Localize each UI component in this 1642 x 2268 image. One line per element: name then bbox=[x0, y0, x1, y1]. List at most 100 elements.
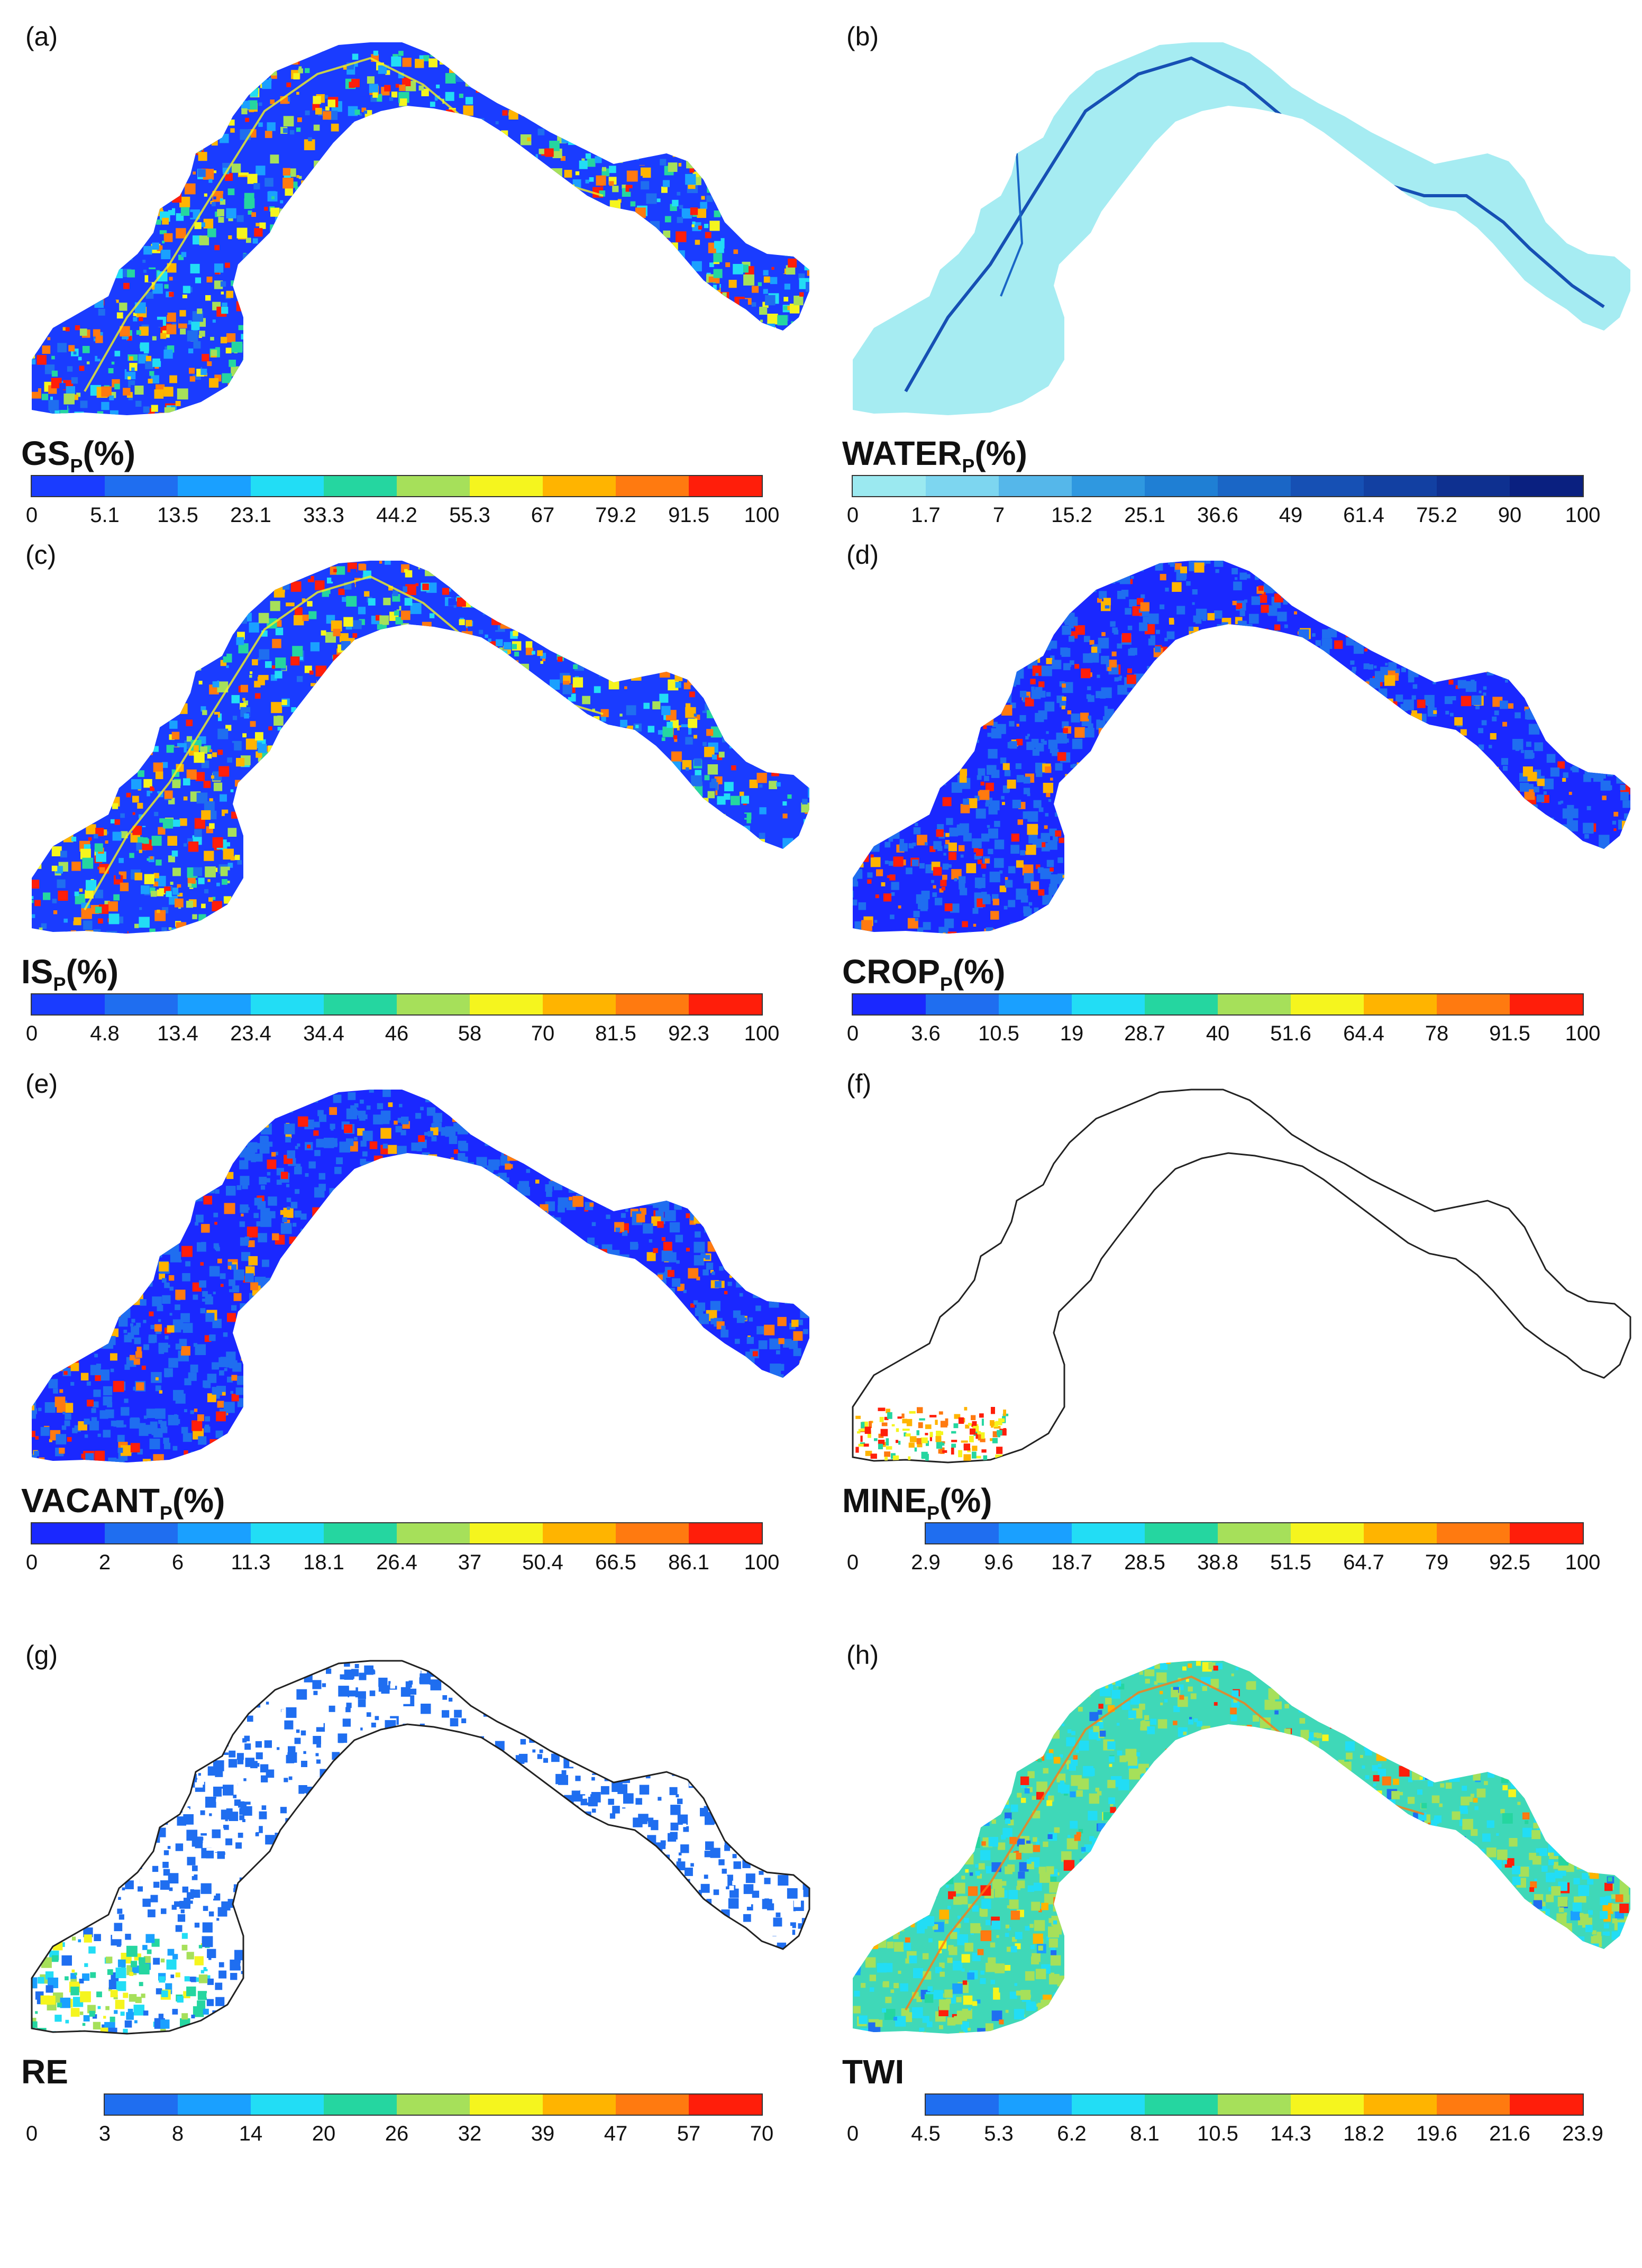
colorbar-segment bbox=[1364, 476, 1437, 496]
colorbar-segment bbox=[926, 476, 999, 496]
map-f bbox=[852, 1089, 1631, 1464]
colorbar-segment bbox=[178, 2095, 251, 2115]
variable-unit: (%) bbox=[172, 1481, 225, 1520]
colorbar-segment bbox=[999, 994, 1072, 1014]
colorbar-segment bbox=[689, 1523, 762, 1543]
colorbar-segment bbox=[251, 994, 324, 1014]
colorbar-tick-label: 0 bbox=[846, 1551, 859, 1574]
colorbar-tick-label: 19 bbox=[1060, 1022, 1084, 1045]
colorbar-tick-label: 26.4 bbox=[376, 1551, 417, 1574]
colorbar-tick-label: 18.2 bbox=[1343, 2122, 1384, 2145]
colorbar-tick-label: 6.2 bbox=[1057, 2122, 1087, 2145]
colorbar-tick-label: 15.2 bbox=[1051, 504, 1092, 527]
colorbar-segment bbox=[32, 1523, 105, 1543]
colorbar-tick-label: 13.5 bbox=[157, 504, 198, 527]
colorbar-segment bbox=[689, 2095, 762, 2115]
colorbar bbox=[925, 1522, 1584, 1544]
colorbar-segment bbox=[32, 476, 105, 496]
variable-name: CROP bbox=[842, 953, 940, 991]
colorbar-tick-label: 67 bbox=[531, 504, 555, 527]
colorbar-tick-label: 79.2 bbox=[595, 504, 636, 527]
variable-label: CROPP(%) bbox=[842, 952, 1005, 995]
colorbar-tick-label: 46 bbox=[385, 1022, 409, 1045]
colorbar-segment bbox=[397, 994, 470, 1014]
colorbar bbox=[31, 475, 763, 497]
panel-f: (f) MINEP(%) 0 2.9 9.6 18.7 28.5 38.8 51.5 64.7 79… bbox=[842, 1068, 1642, 1624]
colorbar-tick-label: 90 bbox=[1498, 504, 1522, 527]
panel-letter: (a) bbox=[25, 22, 58, 51]
colorbar-segment bbox=[105, 2095, 178, 2115]
colorbar-tick-label: 28.5 bbox=[1124, 1551, 1165, 1574]
variable-name: TWI bbox=[842, 2053, 905, 2091]
colorbar-tick-label: 78 bbox=[1425, 1022, 1449, 1045]
colorbar-tick-label: 51.5 bbox=[1270, 1551, 1311, 1574]
panel-letter: (b) bbox=[846, 22, 879, 51]
panel-b: (b) WATERP(%) 0 1.7 7 15.2 25.1 36.6 49 61.4 75.2 9… bbox=[842, 21, 1642, 577]
colorbar bbox=[852, 475, 1584, 497]
colorbar-segment bbox=[1291, 994, 1364, 1014]
colorbar-tick-label: 8.1 bbox=[1130, 2122, 1160, 2145]
colorbar-segment bbox=[543, 2095, 616, 2115]
variable-label: MINEP(%) bbox=[842, 1481, 992, 1524]
colorbar-tick-label: 0 bbox=[846, 504, 859, 527]
colorbar-segment bbox=[470, 994, 543, 1014]
variable-label: VACANTP(%) bbox=[21, 1481, 225, 1524]
panel-letter: (d) bbox=[846, 540, 879, 570]
colorbar-segment bbox=[1218, 994, 1291, 1014]
colorbar-tick-label: 0 bbox=[25, 1022, 38, 1045]
colorbar-tick-label: 61.4 bbox=[1343, 504, 1384, 527]
colorbar-tick-label: 57 bbox=[677, 2122, 701, 2145]
colorbar-tick-label: 4.5 bbox=[911, 2122, 941, 2145]
variable-subscript: P bbox=[962, 454, 975, 477]
colorbar-segment bbox=[1291, 1523, 1364, 1543]
colorbar-segment bbox=[1145, 994, 1218, 1014]
colorbar-tick-label: 81.5 bbox=[595, 1022, 636, 1045]
colorbar-segment bbox=[1072, 476, 1145, 496]
panel-letter: (f) bbox=[846, 1069, 872, 1099]
colorbar-segment bbox=[1072, 1523, 1145, 1543]
panel-h: (h) TWI 0 4.5 5.3 6.2 8.1 10.5 14.3 18.2 19.6 21.6 2… bbox=[842, 1640, 1642, 2195]
colorbar-segment bbox=[397, 1523, 470, 1543]
colorbar-segment bbox=[251, 1523, 324, 1543]
colorbar-segment bbox=[470, 476, 543, 496]
colorbar-tick-label: 33.3 bbox=[303, 504, 344, 527]
colorbar-tick-label: 55.3 bbox=[449, 504, 490, 527]
colorbar-tick-label: 39 bbox=[531, 2122, 555, 2145]
colorbar-segment bbox=[689, 476, 762, 496]
colorbar-segment bbox=[1145, 1523, 1218, 1543]
colorbar-tick-label: 100 bbox=[744, 1551, 780, 1574]
colorbar-tick-label: 32 bbox=[458, 2122, 482, 2145]
colorbar-segment bbox=[1218, 476, 1291, 496]
colorbar-tick-label: 21.6 bbox=[1489, 2122, 1530, 2145]
colorbar-tick-label: 4.8 bbox=[90, 1022, 120, 1045]
colorbar bbox=[104, 2093, 763, 2116]
variable-unit: (%) bbox=[939, 1481, 992, 1520]
variable-subscript: P bbox=[159, 1502, 172, 1524]
colorbar-segment bbox=[1218, 1523, 1291, 1543]
colorbar-segment bbox=[470, 2095, 543, 2115]
variable-name: IS bbox=[21, 953, 53, 991]
colorbar-segment bbox=[1291, 2095, 1364, 2115]
colorbar-tick-label: 64.7 bbox=[1343, 1551, 1384, 1574]
panel-letter: (h) bbox=[846, 1640, 879, 1670]
colorbar-segment bbox=[999, 2095, 1072, 2115]
panel-c: (c) ISP(%) 0 4.8 13.4 23.4 34.4 46 58 70 81.5 92.3 1… bbox=[21, 539, 836, 1095]
colorbar-tick-label: 40 bbox=[1206, 1022, 1230, 1045]
colorbar-tick-label: 100 bbox=[744, 504, 780, 527]
colorbar-segment bbox=[251, 476, 324, 496]
colorbar-segment bbox=[1364, 1523, 1437, 1543]
variable-label: RE bbox=[21, 2052, 68, 2096]
colorbar-segment bbox=[1510, 476, 1583, 496]
colorbar-tick-label: 25.1 bbox=[1124, 504, 1165, 527]
colorbar-tick-label: 7 bbox=[992, 504, 1005, 527]
colorbar-tick-label: 70 bbox=[750, 2122, 774, 2145]
colorbar-segment bbox=[1437, 1523, 1510, 1543]
colorbar-segment bbox=[1510, 1523, 1583, 1543]
colorbar-segment bbox=[926, 994, 999, 1014]
map-e bbox=[32, 1090, 809, 1462]
colorbar-tick-label: 20 bbox=[312, 2122, 336, 2145]
colorbar-tick-label: 14 bbox=[239, 2122, 263, 2145]
colorbar-segment bbox=[324, 476, 397, 496]
colorbar-tick-label: 36.6 bbox=[1197, 504, 1238, 527]
colorbar-tick-label: 0 bbox=[25, 2122, 38, 2145]
